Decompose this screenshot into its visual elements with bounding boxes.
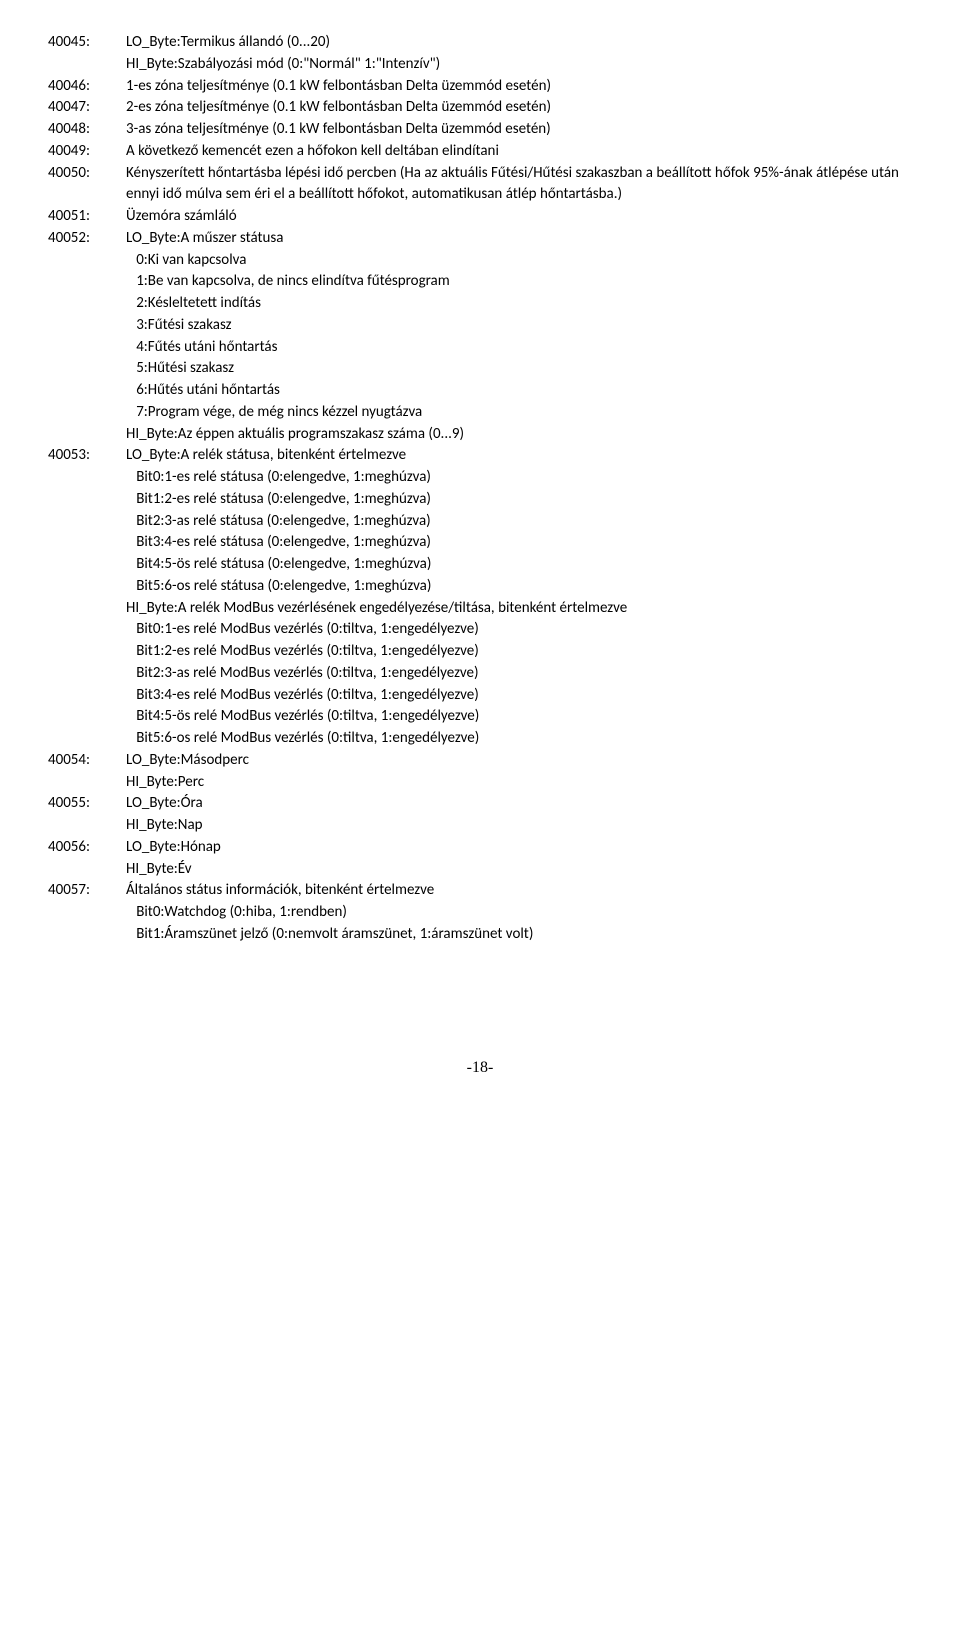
description-line: HI_Byte:Az éppen aktuális programszakasz… xyxy=(126,424,912,446)
register-address: 40057: xyxy=(48,880,126,945)
register-address: 40052: xyxy=(48,228,126,446)
description-line: LO_Byte:Termikus állandó (0...20) xyxy=(126,32,912,54)
description-line: Bit1:2-es relé ModBus vezérlés (0:tiltva… xyxy=(126,641,912,663)
register-address: 40051: xyxy=(48,206,126,228)
register-description: LO_Byte:A műszer státusa 0:Ki van kapcso… xyxy=(126,228,912,446)
description-line: 7:Program vége, de még nincs kézzel nyug… xyxy=(126,402,912,424)
register-entry: 40050:Kényszerített hőntartásba lépési i… xyxy=(48,163,912,207)
register-entry: 40057:Általános státus információk, bite… xyxy=(48,880,912,945)
register-entry: 40055:LO_Byte:ÓraHI_Byte:Nap xyxy=(48,793,912,837)
description-line: 4:Fűtés utáni hőntartás xyxy=(126,337,912,359)
register-address: 40046: xyxy=(48,76,126,98)
register-description: LO_Byte:HónapHI_Byte:Év xyxy=(126,837,912,881)
description-line: Bit2:3-as relé ModBus vezérlés (0:tiltva… xyxy=(126,663,912,685)
register-address: 40049: xyxy=(48,141,126,163)
description-line: Bit4:5-ös relé ModBus vezérlés (0:tiltva… xyxy=(126,706,912,728)
description-line: A következő kemencét ezen a hőfokon kell… xyxy=(126,141,912,163)
description-line: Bit4:5-ös relé státusa (0:elengedve, 1:m… xyxy=(126,554,912,576)
description-line: Üzemóra számláló xyxy=(126,206,912,228)
register-address: 40047: xyxy=(48,97,126,119)
description-line: Bit5:6-os relé ModBus vezérlés (0:tiltva… xyxy=(126,728,912,750)
register-address: 40054: xyxy=(48,750,126,794)
description-line: LO_Byte:Hónap xyxy=(126,837,912,859)
register-address: 40055: xyxy=(48,793,126,837)
description-line: 3:Fűtési szakasz xyxy=(126,315,912,337)
register-description: Kényszerített hőntartásba lépési idő per… xyxy=(126,163,912,207)
description-line: LO_Byte:A relék státusa, bitenként értel… xyxy=(126,445,912,467)
description-line: 1-es zóna teljesítménye (0.1 kW felbontá… xyxy=(126,76,912,98)
description-line: Bit3:4-es relé státusa (0:elengedve, 1:m… xyxy=(126,532,912,554)
description-line: Bit5:6-os relé státusa (0:elengedve, 1:m… xyxy=(126,576,912,598)
register-address: 40050: xyxy=(48,163,126,207)
page-number: -18- xyxy=(48,1056,912,1079)
description-line: HI_Byte:Nap xyxy=(126,815,912,837)
register-description: LO_Byte:ÓraHI_Byte:Nap xyxy=(126,793,912,837)
register-entry: 40051:Üzemóra számláló xyxy=(48,206,912,228)
description-line: Bit0:Watchdog (0:hiba, 1:rendben) xyxy=(126,902,912,924)
description-line: Bit0:1-es relé státusa (0:elengedve, 1:m… xyxy=(126,467,912,489)
description-line: Bit1:Áramszünet jelző (0:nemvolt áramszü… xyxy=(126,924,912,946)
description-line: HI_Byte:Perc xyxy=(126,772,912,794)
description-line: Kényszerített hőntartásba lépési idő per… xyxy=(126,163,912,207)
description-line: Bit0:1-es relé ModBus vezérlés (0:tiltva… xyxy=(126,619,912,641)
register-entry: 40048:3-as zóna teljesítménye (0.1 kW fe… xyxy=(48,119,912,141)
description-line: 3-as zóna teljesítménye (0.1 kW felbontá… xyxy=(126,119,912,141)
register-description: Általános státus információk, bitenként … xyxy=(126,880,912,945)
description-line: 2-es zóna teljesítménye (0.1 kW felbontá… xyxy=(126,97,912,119)
description-line: 2:Késleltetett indítás xyxy=(126,293,912,315)
register-address: 40048: xyxy=(48,119,126,141)
register-description: 1-es zóna teljesítménye (0.1 kW felbontá… xyxy=(126,76,912,98)
description-line: LO_Byte:Óra xyxy=(126,793,912,815)
register-entry: 40047:2-es zóna teljesítménye (0.1 kW fe… xyxy=(48,97,912,119)
register-entry: 40046:1-es zóna teljesítménye (0.1 kW fe… xyxy=(48,76,912,98)
description-line: Bit2:3-as relé státusa (0:elengedve, 1:m… xyxy=(126,511,912,533)
register-description: A következő kemencét ezen a hőfokon kell… xyxy=(126,141,912,163)
description-line: LO_Byte:Másodperc xyxy=(126,750,912,772)
register-description: LO_Byte:Termikus állandó (0...20)HI_Byte… xyxy=(126,32,912,76)
register-address: 40045: xyxy=(48,32,126,76)
register-entry: 40049:A következő kemencét ezen a hőfoko… xyxy=(48,141,912,163)
register-description: LO_Byte:MásodpercHI_Byte:Perc xyxy=(126,750,912,794)
register-description: Üzemóra számláló xyxy=(126,206,912,228)
register-entry: 40056:LO_Byte:HónapHI_Byte:Év xyxy=(48,837,912,881)
description-line: 1:Be van kapcsolva, de nincs elindítva f… xyxy=(126,271,912,293)
description-line: 6:Hűtés utáni hőntartás xyxy=(126,380,912,402)
description-line: LO_Byte:A műszer státusa xyxy=(126,228,912,250)
register-description: 3-as zóna teljesítménye (0.1 kW felbontá… xyxy=(126,119,912,141)
register-list: 40045:LO_Byte:Termikus állandó (0...20)H… xyxy=(48,32,912,946)
register-description: 2-es zóna teljesítménye (0.1 kW felbontá… xyxy=(126,97,912,119)
description-line: 5:Hűtési szakasz xyxy=(126,358,912,380)
description-line: HI_Byte:A relék ModBus vezérlésének enge… xyxy=(126,598,912,620)
description-line: Bit3:4-es relé ModBus vezérlés (0:tiltva… xyxy=(126,685,912,707)
register-address: 40056: xyxy=(48,837,126,881)
register-address: 40053: xyxy=(48,445,126,750)
description-line: Általános státus információk, bitenként … xyxy=(126,880,912,902)
register-description: LO_Byte:A relék státusa, bitenként értel… xyxy=(126,445,912,750)
description-line: HI_Byte:Szabályozási mód (0:"Normál" 1:"… xyxy=(126,54,912,76)
register-entry: 40053:LO_Byte:A relék státusa, bitenként… xyxy=(48,445,912,750)
description-line: Bit1:2-es relé státusa (0:elengedve, 1:m… xyxy=(126,489,912,511)
description-line: 0:Ki van kapcsolva xyxy=(126,250,912,272)
register-entry: 40054:LO_Byte:MásodpercHI_Byte:Perc xyxy=(48,750,912,794)
register-entry: 40052:LO_Byte:A műszer státusa 0:Ki van … xyxy=(48,228,912,446)
register-entry: 40045:LO_Byte:Termikus állandó (0...20)H… xyxy=(48,32,912,76)
description-line: HI_Byte:Év xyxy=(126,859,912,881)
